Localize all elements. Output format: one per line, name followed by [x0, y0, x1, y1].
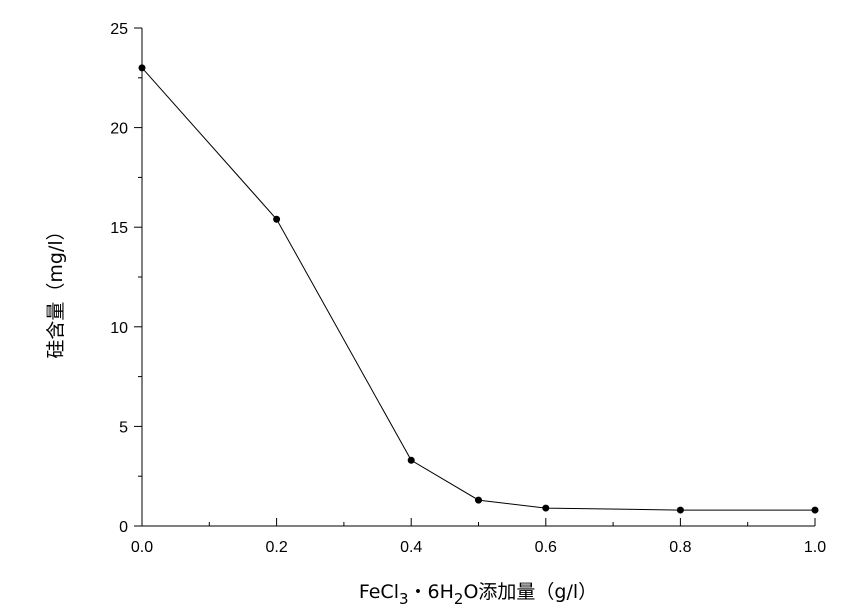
x-tick-label: 0.8 [669, 539, 691, 556]
y-tick-label: 15 [110, 220, 128, 237]
data-point [676, 506, 684, 514]
x-tick-label: 0.6 [535, 539, 557, 556]
y-tick-label: 20 [110, 121, 128, 138]
axes [141, 28, 815, 527]
x-axis-title-part2: ・6H [409, 581, 454, 603]
x-axis-title-sub1: 3 [399, 590, 409, 608]
x-tick-label: 0.4 [400, 539, 422, 556]
data-point [138, 64, 146, 72]
data-point [475, 496, 482, 504]
x-axis-title-part1: FeCl [359, 581, 399, 603]
data-point [407, 456, 415, 464]
series [138, 64, 819, 514]
tick-labels: 0.0 0.2 0.4 0.6 0.8 1.0 0 5 10 15 20 25 [110, 21, 826, 556]
x-axis-title-sub2: 2 [454, 590, 464, 608]
x-tick-label: 1.0 [804, 539, 826, 556]
y-axis-title: 硅含量（mg/l） [45, 221, 67, 358]
x-axis-title: FeCl3・6H2O添加量（g/l） [359, 581, 597, 608]
y-tick-label: 10 [110, 320, 128, 337]
data-point [273, 215, 281, 223]
y-tick-label: 0 [119, 519, 128, 536]
y-tick-label: 5 [119, 419, 128, 436]
x-axis-title-part3: O添加量（g/l） [463, 581, 597, 603]
y-tick-label: 25 [110, 21, 128, 38]
data-point [542, 504, 550, 512]
series-line [141, 67, 815, 511]
data-point [811, 506, 819, 514]
ticks [134, 27, 816, 527]
x-tick-label: 0.2 [265, 539, 287, 556]
x-tick-label: 0.0 [131, 539, 153, 556]
